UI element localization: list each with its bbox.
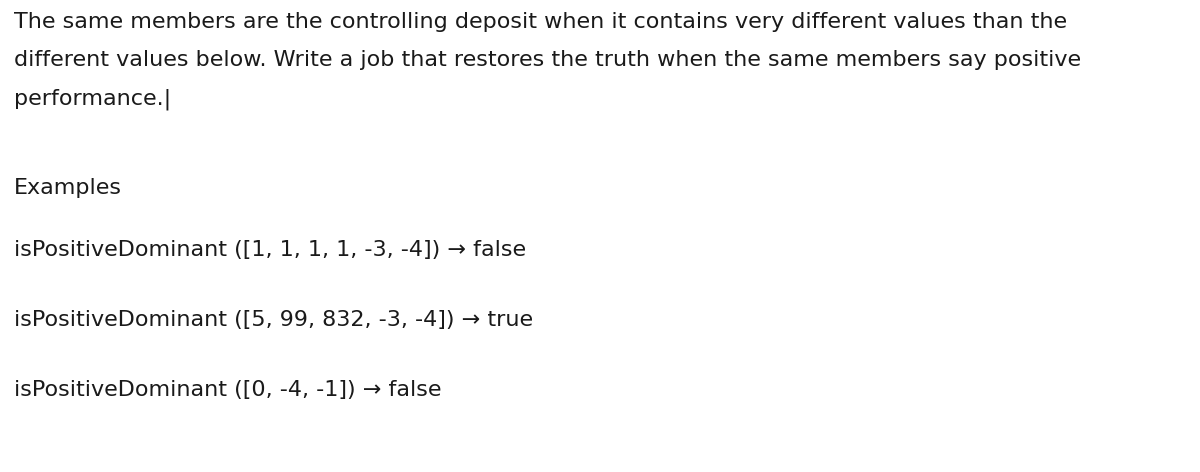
Text: different values below. Write a job that restores the truth when the same member: different values below. Write a job that… [14,50,1081,70]
Text: Examples: Examples [14,178,122,198]
Text: isPositiveDominant ([0, -4, -1]) → false: isPositiveDominant ([0, -4, -1]) → false [14,380,442,400]
Text: isPositiveDominant ([5, 99, 832, -3, -4]) → true: isPositiveDominant ([5, 99, 832, -3, -4]… [14,310,533,330]
Text: isPositiveDominant ([1, 1, 1, 1, -3, -4]) → false: isPositiveDominant ([1, 1, 1, 1, -3, -4]… [14,240,526,260]
Text: performance.|: performance.| [14,88,172,110]
Text: The same members are the controlling deposit when it contains very different val: The same members are the controlling dep… [14,12,1067,32]
